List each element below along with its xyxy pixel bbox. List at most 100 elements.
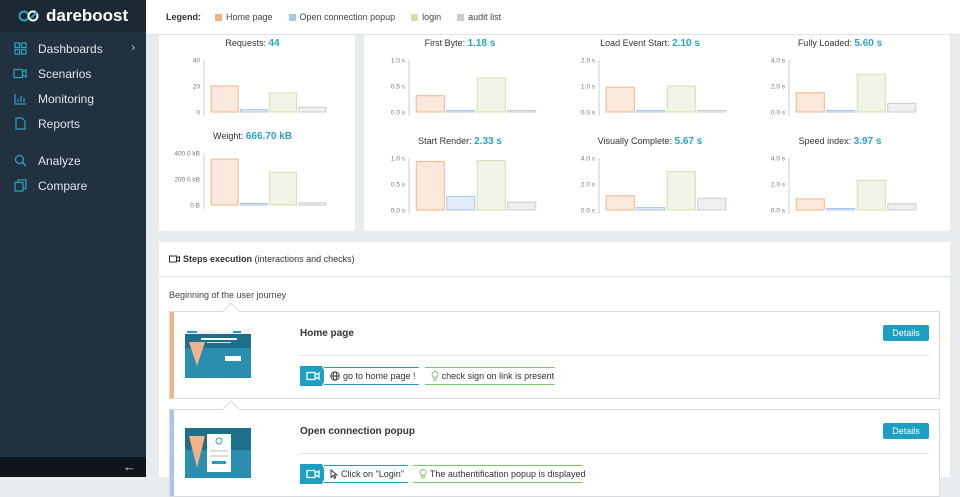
action-step-click-login[interactable]: Click on "Login": [324, 465, 415, 483]
chart-title: Speed index: 3.97 s: [755, 136, 925, 147]
chart-title-label: First Byte:: [424, 38, 468, 48]
bar-open-connection-popup: [826, 110, 856, 113]
tick-label: 1.0 s: [391, 58, 406, 65]
bar-audit-list: [887, 102, 917, 113]
tick-label: 0.0 s: [581, 110, 596, 117]
bar-open-connection-popup: [239, 109, 268, 113]
lightbulb-icon: [431, 371, 439, 381]
chart-title: Fully Loaded: 5.60 s: [755, 38, 925, 49]
divider: [300, 355, 929, 356]
bar-chart: 1.0 s 0.5 s 0.0 s: [391, 58, 537, 117]
bar-audit-list: [298, 202, 327, 206]
bar-chart: 4.0 s 2.0 s 0.0 s: [581, 156, 727, 215]
check-label: The authentification popup is displayed: [429, 469, 586, 479]
bar-chart: 4.0 s 2.0 s 0.0 s: [771, 156, 917, 215]
globe-icon: [330, 371, 340, 381]
chart-title: Start Render: 2.33 s: [375, 136, 545, 147]
brand-name: dareboost: [46, 6, 129, 25]
chart-title-label: Speed index:: [798, 136, 854, 146]
bar-audit-list: [887, 203, 917, 211]
chart-title: Visually Complete: 5.67 s: [565, 136, 735, 147]
steps-title: Steps execution: [183, 254, 253, 264]
tick-label: 2.0 s: [581, 182, 596, 189]
bar-chart: 400.0 kB 200.0 kB 0 B: [174, 151, 327, 210]
check-step-authentification-popup[interactable]: The authentification popup is displayed: [412, 465, 597, 483]
legend-bar: Legend: Home page Open connection popup …: [146, 0, 960, 35]
bar-open-connection-popup: [446, 110, 476, 113]
sidebar-item-scenarios[interactable]: Scenarios: [0, 61, 146, 86]
bar-home-page: [210, 85, 239, 113]
collapse-sidebar-button[interactable]: ←: [0, 457, 146, 477]
legend-item-home-page: Home page: [215, 12, 273, 22]
sidebar-item-monitoring[interactable]: Monitoring: [0, 86, 146, 111]
brand[interactable]: dareboost: [0, 0, 146, 32]
chart-title-value: 2.10 s: [672, 38, 700, 49]
action-label: go to home page !: [343, 371, 416, 381]
tick-label: 0.0 s: [391, 208, 406, 215]
step-notch: [222, 302, 240, 320]
bar-chart: 40 20 0: [193, 58, 327, 117]
chart-title-value: 1.18 s: [467, 38, 496, 49]
chart-title-value: 2.33 s: [474, 136, 502, 147]
step-screenshot-thumbnail[interactable]: [185, 330, 251, 380]
bar-home-page: [210, 158, 239, 206]
step-color-bar: [170, 410, 174, 496]
bar-login: [666, 85, 696, 113]
bar-home-page: [415, 161, 445, 211]
bar-home-page: [605, 86, 635, 113]
details-button[interactable]: Details: [883, 423, 929, 439]
bar-login: [476, 77, 506, 113]
action-step-go-to-home-page[interactable]: go to home page !: [324, 367, 427, 385]
report-icon: [13, 117, 27, 131]
bar-chart: 1.0 s 0.5 s 0.0 s: [391, 156, 537, 215]
arrow-left-icon: ←: [123, 459, 136, 474]
sidebar-item-label: Monitoring: [38, 91, 95, 106]
legend-item-open-connection-popup: Open connection popup: [288, 12, 395, 22]
bar-home-page: [795, 198, 825, 211]
compare-icon: [13, 179, 27, 193]
bar-open-connection-popup: [636, 110, 666, 113]
tick-label: 400.0 kB: [174, 151, 200, 158]
tick-label: 2.0 s: [581, 58, 596, 65]
chart-title-label: Visually Complete:: [597, 136, 675, 146]
bar-audit-list: [697, 197, 727, 211]
check-step-sign-on-link[interactable]: check sign on link is present: [424, 367, 566, 385]
sidebar-item-compare[interactable]: Compare: [0, 173, 146, 198]
dareboost-logo-icon: [18, 10, 39, 22]
bar-login: [269, 92, 298, 113]
bar-login: [269, 171, 298, 206]
bar-home-page: [795, 92, 825, 113]
tick-label: 4.0 s: [771, 156, 786, 163]
tick-label: 2.0 s: [771, 84, 786, 91]
steps-list: Beginning of the user journey Home page …: [159, 277, 950, 497]
details-button[interactable]: Details: [883, 325, 929, 341]
bar-home-page: [605, 195, 635, 211]
chart-title-value: 44: [268, 38, 280, 49]
video-camera-icon: [300, 366, 326, 386]
tick-label: 40: [193, 58, 201, 65]
divider: [300, 453, 929, 454]
tick-label: 0.5 s: [391, 182, 406, 189]
legend-label: login: [422, 12, 442, 22]
step-notch: [222, 400, 240, 418]
sidebar-item-dashboards[interactable]: Dashboards ›: [0, 36, 146, 61]
sidebar-item-reports[interactable]: Reports: [0, 111, 146, 136]
bar-open-connection-popup: [239, 203, 268, 206]
bar-chart: 2.0 s 1.0 s 0.0 s: [581, 58, 727, 117]
chart-title-label: Weight:: [212, 131, 246, 141]
tick-label: 1.0 s: [581, 84, 596, 91]
tick-label: 4.0 s: [581, 156, 596, 163]
sidebar-item-analyze[interactable]: Analyze: [0, 148, 146, 173]
bar-login: [476, 160, 506, 211]
step-screenshot-thumbnail[interactable]: [185, 428, 251, 478]
tick-label: 200.0 kB: [174, 177, 200, 184]
bar-open-connection-popup: [826, 208, 856, 211]
chart-title-label: Start Render:: [418, 136, 475, 146]
steps-subtitle: (interactions and checks): [254, 254, 355, 264]
tick-label: 0.0 s: [391, 110, 406, 117]
sidebar-item-label: Reports: [38, 116, 81, 131]
chart-title-value: 666.70 kB: [245, 131, 292, 142]
chart-title-value: 5.60 s: [854, 38, 883, 49]
action-label: Click on "Login": [341, 469, 404, 479]
bar-login: [856, 73, 886, 113]
